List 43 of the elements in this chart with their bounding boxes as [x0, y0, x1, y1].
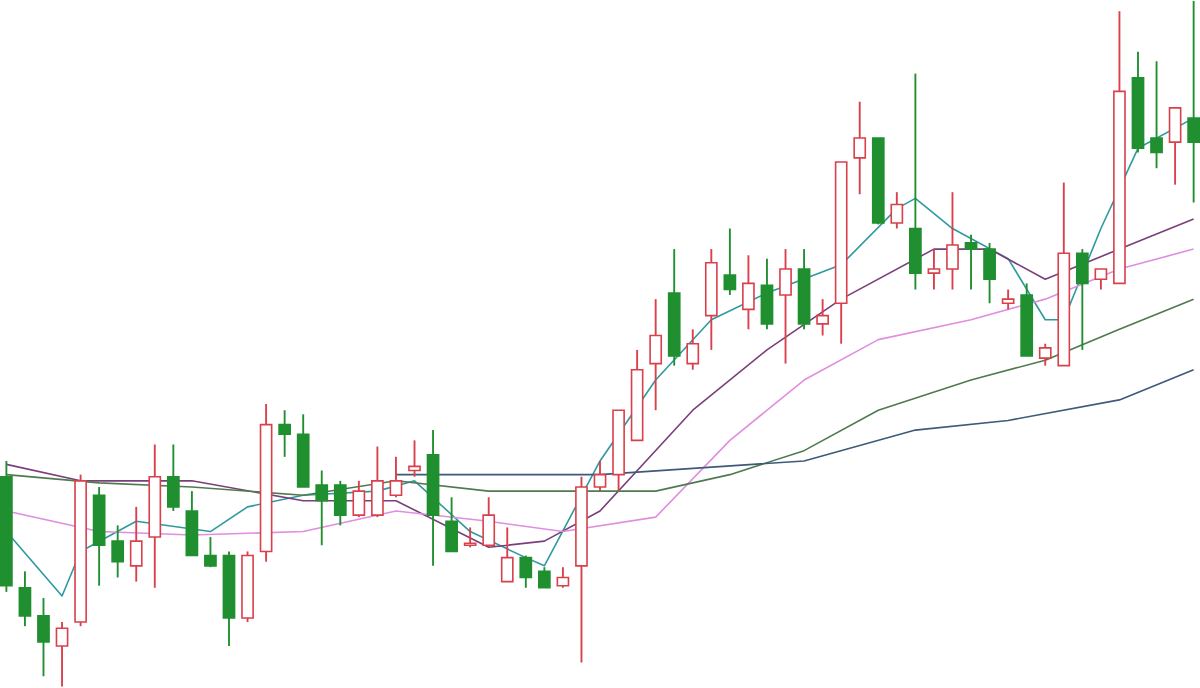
candlestick [482, 496, 496, 549]
candlestick [890, 191, 904, 230]
candlestick [129, 506, 143, 583]
candlestick [816, 298, 829, 337]
candlestick [204, 536, 217, 569]
candlestick [185, 490, 199, 557]
candlestick [18, 570, 32, 628]
candlestick [463, 526, 477, 549]
candlestick [964, 234, 978, 291]
candlestick [519, 554, 533, 589]
candlestick [278, 409, 292, 459]
candlestick [1094, 268, 1108, 291]
candlestick [909, 72, 922, 291]
candlestick [742, 254, 755, 331]
candlestick [1150, 60, 1163, 170]
candlestick [1038, 343, 1052, 367]
candlestick [537, 566, 551, 589]
candlestick [723, 227, 737, 297]
candlestick [927, 248, 941, 291]
candlestick [1075, 248, 1089, 352]
candlestick [55, 621, 69, 688]
candlestick [37, 597, 50, 678]
candlestick [500, 526, 514, 583]
candlestick [315, 469, 329, 547]
candlestick [371, 445, 384, 519]
candlestick [1001, 288, 1015, 311]
candlestick [166, 443, 180, 513]
candlestick [946, 191, 959, 291]
candlestick [352, 480, 366, 519]
candlestick [983, 242, 996, 305]
candlestick [111, 524, 125, 579]
candlestick [389, 456, 403, 499]
candlestick [853, 101, 867, 196]
candlestick [779, 248, 792, 365]
candlestick [686, 328, 700, 371]
candlestick [333, 480, 347, 527]
candlestick [445, 496, 458, 553]
candlestick [760, 258, 774, 331]
candlestick [593, 460, 607, 493]
candlestick [1168, 107, 1182, 186]
candlestick [649, 298, 663, 412]
candlestick [408, 439, 421, 478]
candlestick [556, 566, 570, 589]
